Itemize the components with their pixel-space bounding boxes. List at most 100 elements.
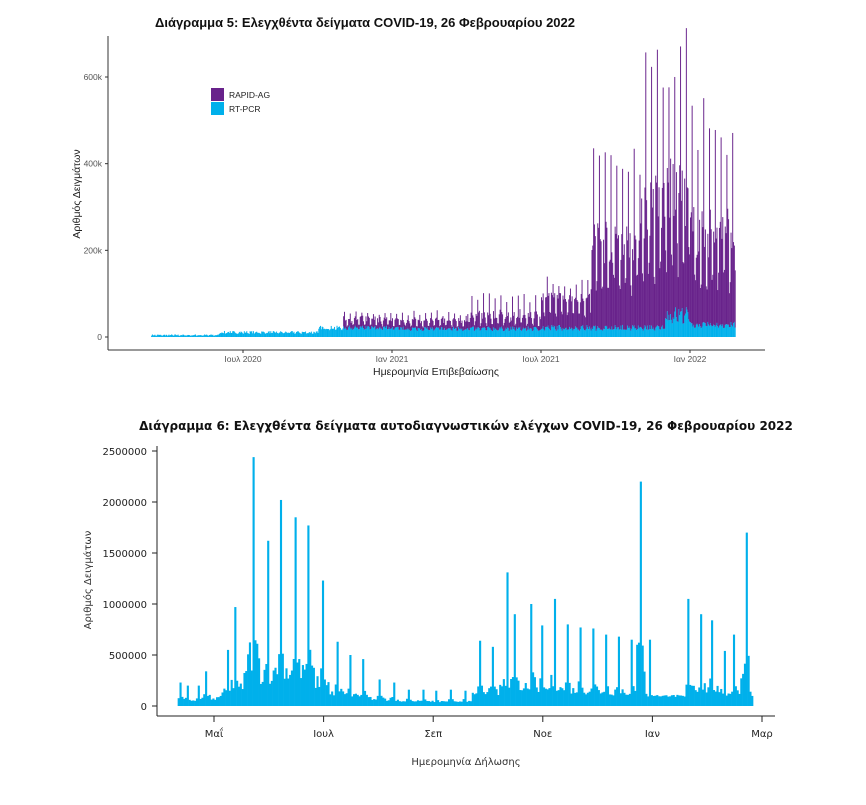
- bar-self-test: [287, 678, 290, 706]
- bar-rapid-ag: [607, 287, 609, 330]
- bar-self-test: [226, 649, 230, 706]
- bar-self-test: [599, 693, 602, 706]
- bar-rapid-ag: [517, 295, 519, 328]
- bar-rapid-ag: [620, 259, 622, 326]
- bar-rapid-ag: [617, 238, 619, 328]
- bar-rt-pcr: [233, 331, 235, 337]
- bar-rapid-ag: [409, 323, 411, 331]
- bar-rt-pcr: [382, 329, 384, 337]
- bar-self-test: [347, 688, 350, 706]
- bar-rapid-ag: [628, 257, 630, 327]
- bar-rt-pcr: [691, 323, 693, 337]
- bar-rt-pcr: [401, 327, 403, 337]
- bar-rapid-ag: [714, 242, 715, 326]
- bar-rt-pcr: [423, 330, 425, 337]
- bar-rt-pcr: [479, 330, 481, 337]
- bar-rt-pcr: [236, 333, 238, 337]
- bar-self-test: [659, 696, 663, 706]
- bar-rt-pcr: [300, 333, 302, 337]
- bar-self-test: [316, 676, 319, 706]
- bar-rt-pcr: [247, 333, 249, 337]
- bar-rt-pcr: [512, 326, 514, 337]
- bar-rapid-ag: [583, 301, 585, 329]
- bar-rapid-ag: [440, 325, 441, 330]
- bar-rt-pcr: [364, 329, 366, 337]
- bar-rapid-ag: [506, 302, 508, 330]
- bar-rt-pcr: [332, 328, 334, 337]
- bar-rapid-ag: [697, 149, 699, 325]
- bar-rapid-ag: [359, 316, 361, 327]
- bar-self-test: [524, 683, 527, 706]
- y-tick-label: 1000000: [102, 600, 147, 611]
- bar-rt-pcr: [195, 335, 197, 337]
- bar-self-test: [606, 686, 610, 706]
- bar-rapid-ag: [484, 317, 486, 329]
- bar-rt-pcr: [697, 324, 699, 337]
- bar-rt-pcr: [161, 335, 163, 337]
- bar-rt-pcr: [204, 335, 206, 337]
- bar-rapid-ag: [608, 287, 610, 329]
- bar-rt-pcr: [459, 328, 461, 337]
- bar-rt-pcr: [166, 335, 168, 337]
- bar-self-test: [351, 696, 354, 706]
- bar-self-test: [385, 700, 389, 706]
- bar-rt-pcr: [318, 328, 320, 337]
- bar-rt-pcr: [402, 326, 404, 337]
- bar-rapid-ag: [593, 148, 595, 326]
- bar-rt-pcr: [378, 327, 380, 337]
- bar-self-test: [254, 640, 257, 706]
- bar-rapid-ag: [715, 238, 717, 326]
- bar-rt-pcr: [665, 318, 667, 337]
- bar-self-test: [672, 695, 675, 706]
- bar-self-test: [259, 683, 262, 706]
- bar-rt-pcr: [549, 329, 551, 337]
- bar-self-test: [217, 697, 220, 706]
- bar-rt-pcr: [564, 329, 566, 337]
- bar-rt-pcr: [210, 334, 212, 337]
- bar-rt-pcr: [590, 330, 592, 337]
- bar-self-test: [321, 580, 325, 706]
- bar-rt-pcr: [238, 333, 240, 337]
- bar-rapid-ag: [474, 321, 476, 330]
- bar-rt-pcr: [696, 323, 698, 337]
- bar-rapid-ag: [712, 274, 714, 326]
- bar-rapid-ag: [632, 260, 634, 327]
- y-tick-label: 0: [141, 702, 147, 713]
- bar-rt-pcr: [728, 324, 730, 337]
- bar-self-test: [471, 692, 474, 706]
- bar-self-test: [369, 696, 372, 706]
- bar-rapid-ag: [698, 251, 700, 327]
- bar-rapid-ag: [728, 293, 730, 328]
- bar-rapid-ag: [353, 324, 355, 329]
- bar-rapid-ag: [473, 317, 475, 327]
- bar-rt-pcr: [310, 331, 312, 337]
- bar-rapid-ag: [449, 320, 451, 329]
- bar-rt-pcr: [288, 332, 290, 337]
- bar-rt-pcr: [293, 331, 295, 337]
- bar-rt-pcr: [411, 330, 413, 337]
- bar-rt-pcr: [384, 326, 386, 337]
- bar-rt-pcr: [383, 326, 385, 337]
- bar-rt-pcr: [594, 325, 596, 337]
- chart-5-legend: RAPID-AG RT-PCR: [211, 88, 270, 115]
- bar-rt-pcr: [709, 323, 711, 337]
- bar-rapid-ag: [367, 316, 369, 327]
- bar-rt-pcr: [407, 329, 409, 337]
- bar-rt-pcr: [387, 329, 389, 337]
- bar-rt-pcr: [565, 327, 566, 337]
- bar-rt-pcr: [651, 329, 653, 337]
- bar-rapid-ag: [355, 311, 357, 327]
- bar-self-test: [522, 688, 526, 706]
- bar-self-test: [416, 700, 420, 706]
- bar-rapid-ag: [431, 319, 433, 328]
- bar-rt-pcr: [636, 329, 638, 337]
- bar-rt-pcr: [168, 334, 170, 337]
- bar-rapid-ag: [675, 172, 677, 318]
- bar-rt-pcr: [276, 331, 278, 337]
- bar-rt-pcr: [690, 323, 692, 337]
- bar-rapid-ag: [416, 326, 418, 331]
- bar-rapid-ag: [635, 239, 637, 329]
- bar-self-test: [420, 700, 423, 706]
- bar-rt-pcr: [395, 327, 397, 337]
- bar-rapid-ag: [673, 215, 675, 319]
